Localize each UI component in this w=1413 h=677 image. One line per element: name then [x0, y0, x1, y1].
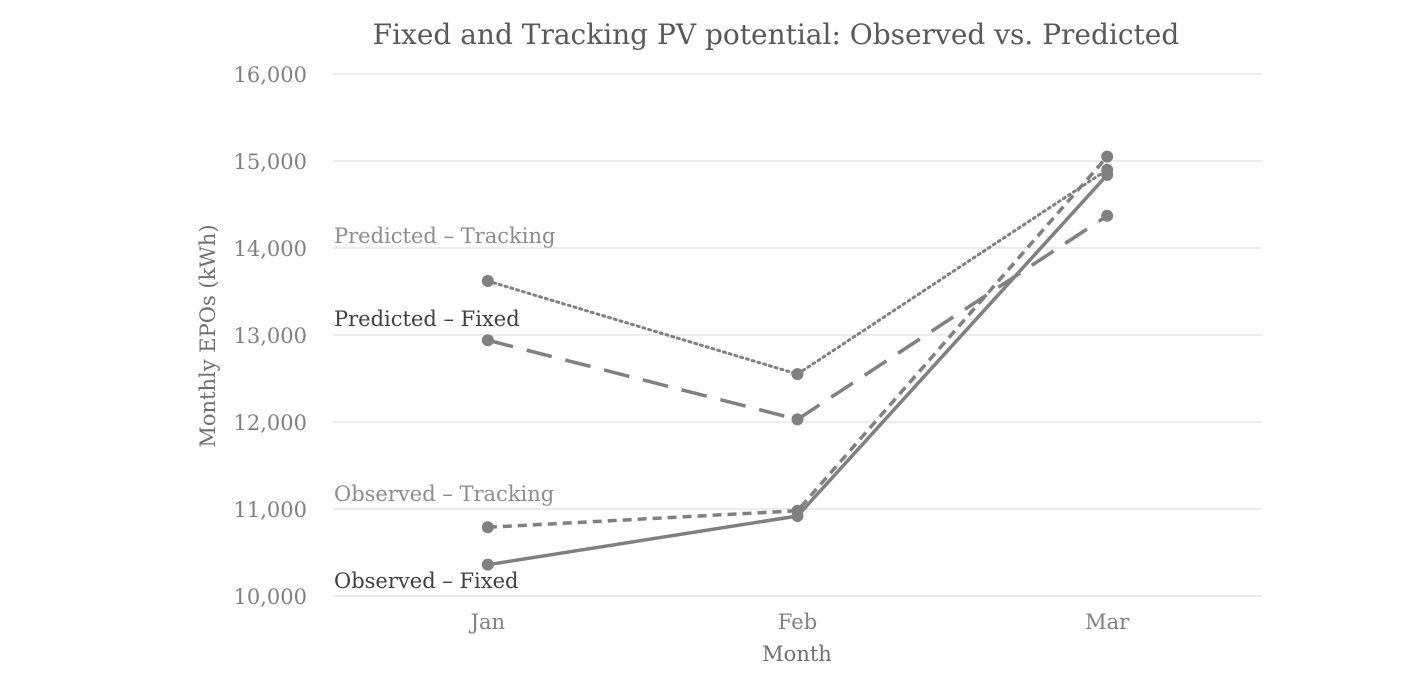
- data-point-predicted-tracking-feb: [791, 368, 804, 381]
- y-tick-label-10000: 10,000: [234, 585, 307, 609]
- data-point-observed-tracking-jan: [481, 521, 494, 534]
- series-label-observed-tracking: Observed – Tracking: [334, 482, 554, 506]
- data-point-observed-tracking-mar: [1101, 150, 1114, 163]
- series-points: [481, 150, 1114, 571]
- x-tick-label-mar: Mar: [1085, 610, 1130, 634]
- data-point-predicted-tracking-jan: [481, 275, 494, 288]
- series-lines: [486, 155, 1109, 567]
- y-tick-label-15000: 15,000: [234, 150, 307, 174]
- data-point-predicted-fixed-mar: [1101, 209, 1114, 222]
- data-point-observed-fixed-jan: [481, 558, 494, 571]
- series-line-predicted-tracking: [486, 168, 1109, 376]
- y-axis-title: Monthly EPOs (kWh): [196, 224, 220, 447]
- x-tick-label-feb: Feb: [778, 610, 817, 634]
- data-point-predicted-fixed-jan: [481, 334, 494, 347]
- data-point-observed-fixed-mar: [1101, 168, 1114, 181]
- x-axis-title: Month: [762, 642, 832, 666]
- y-tick-label-16000: 16,000: [234, 63, 307, 87]
- y-tick-label-12000: 12,000: [234, 411, 307, 435]
- data-point-observed-fixed-feb: [791, 509, 804, 522]
- x-tick-label-jan: Jan: [469, 610, 505, 634]
- series-label-observed-fixed: Observed – Fixed: [334, 569, 519, 593]
- series-label-predicted-fixed: Predicted – Fixed: [334, 307, 520, 331]
- y-tick-label-14000: 14,000: [234, 237, 307, 261]
- data-point-predicted-fixed-feb: [791, 413, 804, 426]
- y-axis-tick-labels: 10,000 11,000 12,000 13,000 14,000 15,000 16,0…: [234, 63, 307, 609]
- series-label-predicted-tracking: Predicted – Tracking: [334, 224, 555, 248]
- x-axis-tick-labels: Jan Feb Mar: [469, 610, 1131, 634]
- series-line-observed-tracking: [487, 155, 1109, 530]
- y-tick-label-13000: 13,000: [234, 324, 307, 348]
- series-line-predicted-fixed: [487, 214, 1109, 422]
- y-tick-label-11000: 11,000: [234, 498, 307, 522]
- chart-title: Fixed and Tracking PV potential: Observe…: [373, 18, 1180, 51]
